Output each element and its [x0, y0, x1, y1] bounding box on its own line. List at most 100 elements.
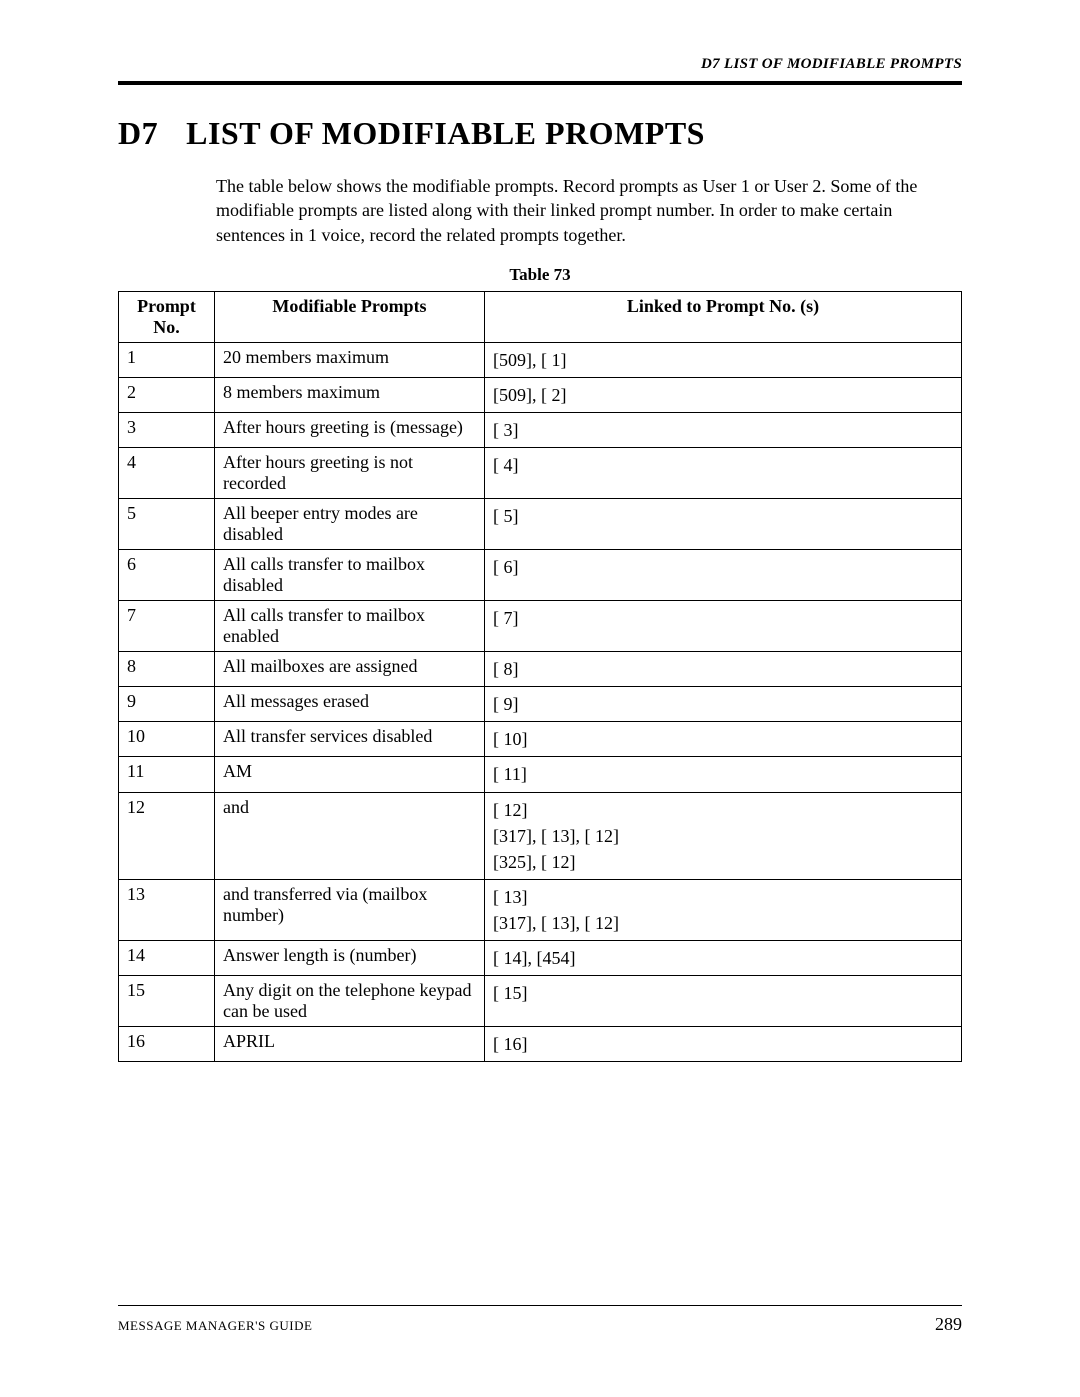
table-row: 4After hours greeting is not recorded [ 4…: [119, 448, 962, 499]
linked-line: [ 7]: [493, 605, 953, 631]
linked-line: [509], [ 1]: [493, 347, 953, 373]
linked-line: [ 8]: [493, 656, 953, 682]
cell-prompt-no: 4: [119, 448, 215, 499]
linked-line: [ 16]: [493, 1031, 953, 1057]
table-row: 14Answer length is (number) [ 14], [454]: [119, 941, 962, 976]
linked-line: [ 14], [454]: [493, 945, 953, 971]
table-caption: Table 73: [118, 265, 962, 285]
cell-modifiable-prompt: and: [215, 792, 485, 879]
linked-line: [ 11]: [493, 761, 953, 787]
cell-prompt-no: 12: [119, 792, 215, 879]
cell-prompt-no: 6: [119, 550, 215, 601]
header-rule: [118, 81, 962, 85]
linked-line: [325], [ 12]: [493, 849, 953, 875]
linked-line: [ 15]: [493, 980, 953, 1006]
cell-modifiable-prompt: and transferred via (mailbox number): [215, 879, 485, 940]
cell-prompt-no: 5: [119, 499, 215, 550]
intro-paragraph: The table below shows the modifiable pro…: [216, 174, 962, 247]
cell-prompt-no: 11: [119, 757, 215, 792]
table-row: 10All transfer services disabled [ 10]: [119, 722, 962, 757]
footer-guide-title: MESSAGE MANAGER'S GUIDE: [118, 1318, 312, 1334]
running-header: D7 LIST OF MODIFIABLE PROMPTS: [118, 56, 962, 73]
cell-prompt-no: 13: [119, 879, 215, 940]
col-header-modifiable-prompts: Modifiable Prompts: [215, 291, 485, 342]
cell-prompt-no: 16: [119, 1027, 215, 1062]
table-row: 15Any digit on the telephone keypad can …: [119, 976, 962, 1027]
section-title: D7 LIST OF MODIFIABLE PROMPTS: [118, 115, 962, 152]
table-row: 8All mailboxes are assigned [ 8]: [119, 652, 962, 687]
table-header-row: Prompt No. Modifiable Prompts Linked to …: [119, 291, 962, 342]
cell-linked: [ 12][317], [ 13], [ 12][325], [ 12]: [485, 792, 962, 879]
cell-prompt-no: 14: [119, 941, 215, 976]
cell-modifiable-prompt: Answer length is (number): [215, 941, 485, 976]
cell-prompt-no: 9: [119, 687, 215, 722]
cell-linked: [ 3]: [485, 413, 962, 448]
cell-linked: [ 6]: [485, 550, 962, 601]
cell-linked: [ 11]: [485, 757, 962, 792]
footer-rule: [118, 1305, 962, 1306]
cell-linked: [ 10]: [485, 722, 962, 757]
table-row: 9All messages erased [ 9]: [119, 687, 962, 722]
cell-prompt-no: 15: [119, 976, 215, 1027]
linked-line: [ 12]: [493, 797, 953, 823]
cell-modifiable-prompt: After hours greeting is not recorded: [215, 448, 485, 499]
table-row: 3After hours greeting is (message) [ 3]: [119, 413, 962, 448]
linked-line: [ 3]: [493, 417, 953, 443]
cell-modifiable-prompt: All transfer services disabled: [215, 722, 485, 757]
table-row: 6All calls transfer to mailbox disabled […: [119, 550, 962, 601]
table-row: 5All beeper entry modes are disabled [ 5]: [119, 499, 962, 550]
cell-linked: [ 9]: [485, 687, 962, 722]
table-row: 13and transferred via (mailbox number)[ …: [119, 879, 962, 940]
linked-line: [ 5]: [493, 503, 953, 529]
linked-line: [317], [ 13], [ 12]: [493, 910, 953, 936]
cell-modifiable-prompt: All calls transfer to mailbox enabled: [215, 601, 485, 652]
cell-linked: [ 16]: [485, 1027, 962, 1062]
cell-linked: [ 4]: [485, 448, 962, 499]
table-row: 120 members maximum [509], [ 1]: [119, 342, 962, 377]
cell-prompt-no: 7: [119, 601, 215, 652]
cell-modifiable-prompt: All messages erased: [215, 687, 485, 722]
cell-linked: [509], [ 2]: [485, 377, 962, 412]
linked-line: [ 13]: [493, 884, 953, 910]
cell-modifiable-prompt: All calls transfer to mailbox disabled: [215, 550, 485, 601]
section-heading-text: LIST OF MODIFIABLE PROMPTS: [186, 115, 705, 151]
linked-line: [ 4]: [493, 452, 953, 478]
cell-modifiable-prompt: Any digit on the telephone keypad can be…: [215, 976, 485, 1027]
col-header-prompt-no: Prompt No.: [119, 291, 215, 342]
section-number: D7: [118, 115, 158, 152]
table-row: 11AM [ 11]: [119, 757, 962, 792]
prompts-table: Prompt No. Modifiable Prompts Linked to …: [118, 291, 962, 1062]
cell-linked: [ 13][317], [ 13], [ 12]: [485, 879, 962, 940]
linked-line: [ 10]: [493, 726, 953, 752]
page: D7 LIST OF MODIFIABLE PROMPTS D7 LIST OF …: [0, 0, 1080, 1397]
linked-line: [509], [ 2]: [493, 382, 953, 408]
cell-linked: [509], [ 1]: [485, 342, 962, 377]
cell-linked: [ 7]: [485, 601, 962, 652]
col-header-linked: Linked to Prompt No. (s): [485, 291, 962, 342]
cell-modifiable-prompt: After hours greeting is (message): [215, 413, 485, 448]
footer-page-number: 289: [935, 1314, 962, 1335]
cell-prompt-no: 2: [119, 377, 215, 412]
cell-prompt-no: 1: [119, 342, 215, 377]
linked-line: [317], [ 13], [ 12]: [493, 823, 953, 849]
table-row: 12and[ 12][317], [ 13], [ 12][325], [ 12…: [119, 792, 962, 879]
table-row: 7All calls transfer to mailbox enabled [ …: [119, 601, 962, 652]
linked-line: [ 6]: [493, 554, 953, 580]
cell-prompt-no: 3: [119, 413, 215, 448]
cell-modifiable-prompt: 20 members maximum: [215, 342, 485, 377]
cell-modifiable-prompt: All mailboxes are assigned: [215, 652, 485, 687]
cell-linked: [ 5]: [485, 499, 962, 550]
cell-modifiable-prompt: APRIL: [215, 1027, 485, 1062]
linked-line: [ 9]: [493, 691, 953, 717]
cell-linked: [ 8]: [485, 652, 962, 687]
cell-modifiable-prompt: All beeper entry modes are disabled: [215, 499, 485, 550]
cell-modifiable-prompt: AM: [215, 757, 485, 792]
cell-prompt-no: 8: [119, 652, 215, 687]
cell-prompt-no: 10: [119, 722, 215, 757]
cell-linked: [ 14], [454]: [485, 941, 962, 976]
page-footer: MESSAGE MANAGER'S GUIDE 289: [118, 1305, 962, 1335]
table-row: 28 members maximum [509], [ 2]: [119, 377, 962, 412]
cell-linked: [ 15]: [485, 976, 962, 1027]
table-row: 16APRIL [ 16]: [119, 1027, 962, 1062]
cell-modifiable-prompt: 8 members maximum: [215, 377, 485, 412]
